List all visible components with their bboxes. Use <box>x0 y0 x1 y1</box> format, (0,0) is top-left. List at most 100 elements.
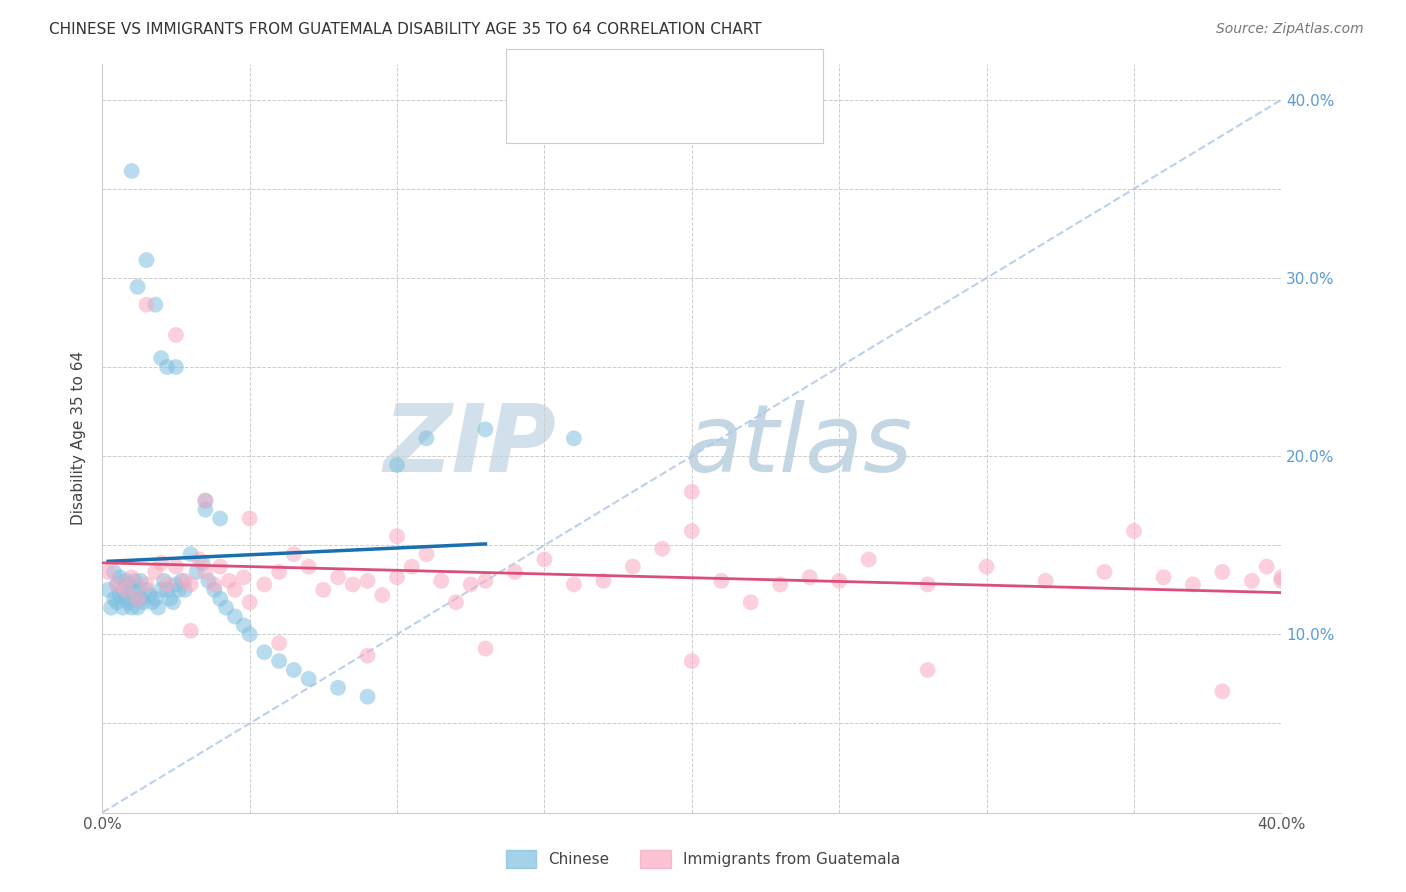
Point <box>232 570 254 584</box>
Text: R =: R = <box>562 104 599 123</box>
Point <box>135 582 157 597</box>
Point <box>127 600 149 615</box>
Text: R =: R = <box>562 69 599 87</box>
Point <box>858 552 880 566</box>
Point <box>143 298 166 312</box>
Point <box>799 570 821 584</box>
Point <box>239 511 262 525</box>
Point <box>401 559 423 574</box>
Point <box>267 565 290 579</box>
Point <box>150 556 173 570</box>
Point <box>141 595 163 609</box>
Point <box>129 591 152 606</box>
Point <box>103 565 125 579</box>
Point <box>224 609 246 624</box>
Point <box>218 574 240 588</box>
Point <box>105 595 128 609</box>
Point <box>415 547 437 561</box>
Point <box>108 570 131 584</box>
Point <box>976 559 998 574</box>
Point <box>165 559 187 574</box>
Point <box>681 654 703 668</box>
Point <box>209 511 232 525</box>
Point <box>503 565 526 579</box>
Point <box>143 591 166 606</box>
Point <box>267 654 290 668</box>
Point <box>232 618 254 632</box>
Point <box>197 574 219 588</box>
Point <box>127 591 149 606</box>
Point <box>114 591 136 606</box>
Point <box>186 565 208 579</box>
Point <box>135 253 157 268</box>
Point <box>1211 565 1233 579</box>
Point <box>681 484 703 499</box>
Point <box>385 529 408 543</box>
Point <box>162 595 184 609</box>
Point <box>1153 570 1175 584</box>
Point <box>124 591 146 606</box>
Point <box>312 582 335 597</box>
Point <box>917 577 939 591</box>
Point <box>224 582 246 597</box>
Point <box>1211 684 1233 698</box>
Point <box>97 582 120 597</box>
Text: ZIP: ZIP <box>384 400 557 491</box>
Point <box>173 574 195 588</box>
Point <box>180 547 202 561</box>
Point <box>121 570 143 584</box>
FancyBboxPatch shape <box>524 62 553 92</box>
Point <box>156 577 179 591</box>
Point <box>326 681 349 695</box>
Point <box>460 577 482 591</box>
Text: atlas: atlas <box>683 401 912 491</box>
Point <box>156 359 179 374</box>
Point <box>1181 577 1204 591</box>
Point <box>592 574 614 588</box>
Point <box>135 298 157 312</box>
Point <box>371 588 394 602</box>
Point <box>415 431 437 445</box>
Point <box>121 582 143 597</box>
Point <box>1270 570 1292 584</box>
Point <box>97 565 120 579</box>
Point <box>180 577 202 591</box>
Text: Source: ZipAtlas.com: Source: ZipAtlas.com <box>1216 22 1364 37</box>
FancyBboxPatch shape <box>524 99 553 128</box>
Point <box>917 663 939 677</box>
Legend: Chinese, Immigrants from Guatemala: Chinese, Immigrants from Guatemala <box>499 844 907 873</box>
Point <box>105 577 128 591</box>
Point <box>153 574 176 588</box>
Point <box>127 582 149 597</box>
Point <box>283 663 305 677</box>
Point <box>533 552 555 566</box>
Point <box>474 574 496 588</box>
Point <box>138 588 160 602</box>
Point <box>121 600 143 615</box>
Point <box>651 541 673 556</box>
Point <box>188 552 211 566</box>
Point <box>385 458 408 472</box>
Point <box>356 574 378 588</box>
Point <box>127 280 149 294</box>
Point <box>202 582 225 597</box>
Point <box>129 574 152 588</box>
Point <box>326 570 349 584</box>
Point <box>124 574 146 588</box>
Point <box>114 574 136 588</box>
Point <box>170 574 193 588</box>
Point <box>118 595 141 609</box>
Point <box>159 591 181 606</box>
Point <box>342 577 364 591</box>
Point <box>209 591 232 606</box>
Point <box>562 431 585 445</box>
Point <box>356 690 378 704</box>
Point <box>209 559 232 574</box>
Point <box>150 351 173 365</box>
Point <box>165 359 187 374</box>
Point <box>150 582 173 597</box>
Point <box>194 565 217 579</box>
Point <box>105 577 128 591</box>
Point <box>148 600 170 615</box>
Point <box>194 502 217 516</box>
